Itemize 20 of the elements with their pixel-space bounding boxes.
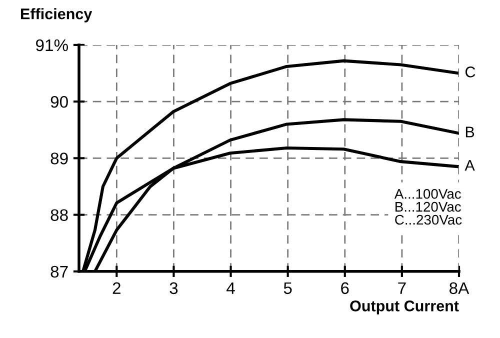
x-tick-label: 7 <box>398 282 406 294</box>
y-tick-label: 91% <box>36 39 68 52</box>
y-tick-label: 89 <box>50 152 68 164</box>
series-label: B <box>466 126 474 138</box>
y-tick-label: 88 <box>50 209 68 221</box>
y-tick-label: 90 <box>50 96 68 108</box>
x-tick-label: 6 <box>341 282 349 294</box>
x-tick-label: 2 <box>112 282 120 294</box>
x-tick-label: 8A <box>450 282 470 294</box>
x-tick-label: 5 <box>284 282 292 294</box>
y-axis-title: Efficiency <box>21 8 92 22</box>
annotation: B...120Vac <box>396 202 461 212</box>
series-label: A <box>464 160 475 171</box>
x-tick-label: 3 <box>170 282 178 294</box>
series-label: C <box>465 66 476 78</box>
x-axis-title: Output Current <box>350 300 459 314</box>
annotation: A...100Vac <box>394 188 461 199</box>
x-tick-label: 4 <box>226 282 235 294</box>
y-tick-label: 87 <box>50 266 68 278</box>
annotation: C...230Vac <box>395 214 462 225</box>
